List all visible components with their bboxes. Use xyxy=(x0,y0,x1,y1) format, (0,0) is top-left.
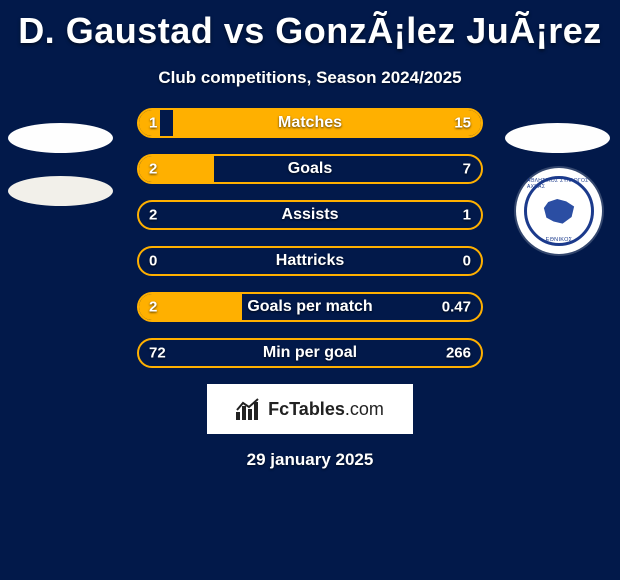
stat-label: Min per goal xyxy=(263,344,357,362)
stat-row: 1 Matches 15 xyxy=(137,108,483,138)
stat-value-right: 7 xyxy=(463,161,471,178)
page-title: D. Gaustad vs GonzÃ¡lez JuÃ¡rez xyxy=(0,0,620,52)
stat-value-left: 2 xyxy=(149,299,157,316)
club-ring-text-bottom: ΕΘΝΙΚΟΣ xyxy=(546,237,573,243)
stat-row: 0 Hattricks 0 xyxy=(137,246,483,276)
stat-label: Hattricks xyxy=(276,252,344,270)
stat-label: Matches xyxy=(278,114,342,132)
stat-row: 2 Goals per match 0.47 xyxy=(137,292,483,322)
stat-label: Assists xyxy=(282,206,339,224)
comparison-panel: ΑΘΛΗΤΙΚΟΣ ΣΥΛΛΟΓΟΣ ΑΧΝΑΣ ΕΘΝΙΚΟΣ 1 Matche… xyxy=(0,108,620,470)
brand-badge: FcTables.com xyxy=(207,384,413,434)
stat-value-left: 0 xyxy=(149,253,157,270)
player-right-club-badge: ΑΘΛΗΤΙΚΟΣ ΣΥΛΛΟΓΟΣ ΑΧΝΑΣ ΕΘΝΙΚΟΣ xyxy=(516,168,602,254)
club-ring-text-top: ΑΘΛΗΤΙΚΟΣ ΣΥΛΛΟΓΟΣ ΑΧΝΑΣ xyxy=(527,178,591,190)
stat-value-right: 0.47 xyxy=(442,299,471,316)
club-map-icon xyxy=(541,196,577,226)
brand-text: FcTables.com xyxy=(268,399,384,420)
subtitle: Club competitions, Season 2024/2025 xyxy=(0,68,620,88)
brand-logo-icon xyxy=(236,398,262,420)
stat-row: 2 Assists 1 xyxy=(137,200,483,230)
stat-value-right: 1 xyxy=(463,207,471,224)
stat-value-left: 72 xyxy=(149,345,166,362)
stat-row: 72 Min per goal 266 xyxy=(137,338,483,368)
stats-bars: 1Matches152Goals72Assists10Hattricks02Go… xyxy=(137,108,483,368)
stat-value-left: 2 xyxy=(149,161,157,178)
stat-row: 2 Goals 7 xyxy=(137,154,483,184)
player-left-club-badge xyxy=(8,176,113,206)
date-label: 29 january 2025 xyxy=(0,450,620,470)
player-left-avatar xyxy=(8,123,113,153)
stat-value-right: 266 xyxy=(446,345,471,362)
stat-label: Goals xyxy=(288,160,332,178)
stat-value-left: 1 xyxy=(149,115,157,132)
stat-value-left: 2 xyxy=(149,207,157,224)
stat-value-right: 15 xyxy=(454,115,471,132)
stat-label: Goals per match xyxy=(247,298,372,316)
stat-value-right: 0 xyxy=(463,253,471,270)
player-right-avatar xyxy=(505,123,610,153)
